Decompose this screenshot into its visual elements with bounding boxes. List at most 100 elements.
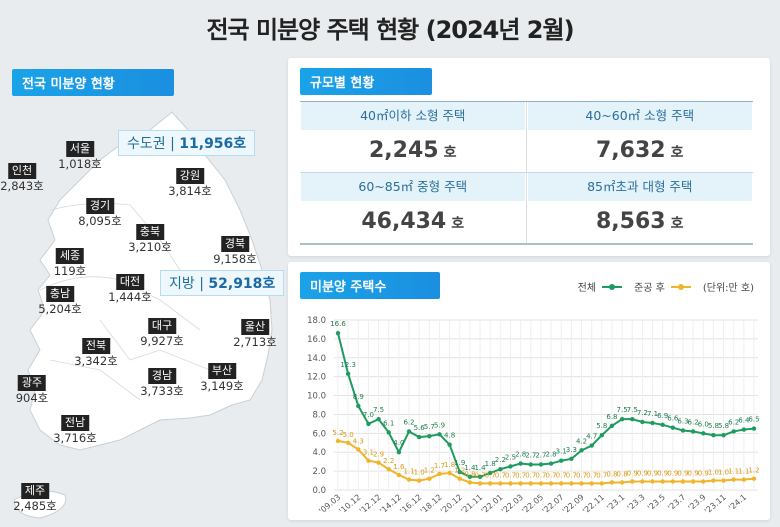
data-label: 5.7 (424, 423, 435, 431)
data-label: 1.6 (393, 463, 405, 471)
data-label: 7.0 (363, 411, 374, 419)
data-label: 1.1 (403, 468, 414, 476)
data-label: 0.8 (464, 470, 475, 478)
region-name: 충북 (135, 224, 165, 240)
data-point (680, 479, 686, 484)
data-point (508, 464, 513, 469)
data-label: 1.1 (728, 468, 739, 476)
data-label: 0.7 (505, 471, 516, 479)
data-point (498, 481, 503, 486)
region-value: 2,713호 (233, 335, 277, 349)
region-name: 경남 (147, 368, 177, 384)
data-point (630, 479, 635, 484)
region-6: 세종 119호 (54, 244, 86, 278)
size-cell: 85㎡초과 대형 주택 8,563 호 (526, 172, 753, 243)
data-point (741, 427, 747, 432)
region-16: 제주 2,485호 (13, 479, 57, 513)
region-value: 5,204호 (38, 302, 82, 316)
data-point (487, 481, 493, 486)
data-label: 6.5 (748, 416, 759, 424)
region-value: 3,210호 (128, 240, 172, 254)
data-label: 5.8 (708, 422, 719, 430)
data-label: 1.8 (485, 460, 496, 468)
data-point (701, 431, 706, 436)
x-tick-label: '22.09 (561, 493, 586, 516)
x-tick-label: '22.01 (480, 493, 505, 516)
x-tick-label: '10.12 (338, 493, 363, 516)
region-value: 3,342호 (74, 354, 118, 368)
x-tick-label: '09.03 (317, 493, 342, 516)
size-cell: 40~60㎡ 소형 주택 7,632 호 (527, 102, 754, 172)
x-tick-label: '23.7 (666, 493, 687, 513)
legend-completed-marker (670, 283, 691, 290)
unit: 호 (443, 145, 457, 161)
data-label: 1.4 (474, 464, 486, 472)
data-label: 0.9 (667, 470, 678, 478)
legend-total-label: 전체 (577, 283, 597, 294)
data-label: 0.7 (474, 471, 485, 479)
data-point (345, 440, 351, 445)
y-tick-label: 16.0 (307, 335, 326, 345)
data-label: 4.8 (444, 432, 455, 440)
data-point (508, 481, 513, 486)
unit: 호 (670, 216, 684, 232)
capital-value: 11,956호 (179, 136, 247, 152)
region-name: 전북 (81, 338, 111, 354)
data-label: 6.3 (677, 418, 688, 426)
data-label: 5.0 (343, 431, 354, 439)
data-label: 2.2 (495, 456, 506, 464)
data-point (599, 433, 605, 438)
data-label: 1.0 (414, 469, 425, 477)
data-point (711, 433, 716, 438)
x-tick-label: '22.03 (500, 493, 525, 516)
chart-section-label: 미분양 주택수 (300, 272, 440, 299)
data-point (386, 467, 391, 472)
data-label: 0.8 (606, 470, 617, 478)
data-label: 0.7 (546, 471, 557, 479)
data-point (670, 425, 676, 430)
region-value: 3,814호 (168, 184, 212, 198)
y-tick-label: 18.0 (307, 316, 326, 326)
data-point (711, 478, 716, 483)
x-tick-label: '22.07 (540, 493, 565, 516)
size-card: 규모별 현황 40㎡이하 소형 주택 2,245 호 40~60㎡ 소형 주택 7,6… (288, 58, 770, 256)
data-point (437, 471, 442, 477)
data-point (721, 433, 726, 438)
data-point (589, 443, 594, 448)
y-tick-label: 4.0 (312, 448, 326, 458)
region-name: 경기 (85, 198, 115, 214)
data-point (579, 481, 584, 486)
region-name: 충남 (45, 286, 75, 302)
size-value: 2,245 (369, 138, 439, 163)
data-point (731, 429, 736, 434)
region-value: 8,095호 (78, 214, 122, 228)
data-point (741, 477, 747, 482)
legend-total-marker (602, 283, 623, 290)
data-point (498, 467, 503, 472)
data-point (548, 461, 554, 466)
data-label: 0.7 (596, 471, 607, 479)
region-value: 3,716호 (53, 431, 97, 445)
region-15: 전남 3,716호 (53, 411, 97, 445)
data-label: 0.9 (657, 470, 668, 478)
region-5: 경북 9,158호 (213, 232, 257, 266)
region-name: 광주 (17, 375, 47, 391)
data-label: 0.7 (525, 471, 536, 479)
line-chart: 0.0 2.0 4.0 6.0 8.0 10.0 12.0 14.0 16.0 18.0 '09.0… (307, 316, 760, 516)
data-label: 7.5 (617, 406, 628, 414)
chart-card: 미분양 주택수 전체 준공 후 (단위:만 호) 0.0 2.0 4.0 6.0 8.0… (288, 262, 770, 520)
data-point (650, 479, 655, 484)
region-7: 대전 1,444호 (108, 270, 152, 304)
data-point (538, 462, 544, 467)
data-point (569, 456, 574, 462)
data-label: 0.9 (677, 470, 688, 478)
x-tick-label: '23.11 (703, 493, 728, 516)
capital-label: 수도권 (127, 136, 166, 152)
data-label: 1.1 (738, 468, 749, 476)
data-label: 4.0 (393, 439, 404, 447)
region-value: 9,158호 (213, 252, 257, 266)
data-point (386, 430, 391, 435)
data-point (751, 426, 757, 431)
data-label: 1.7 (434, 462, 445, 470)
region-4: 충북 3,210호 (128, 220, 172, 254)
